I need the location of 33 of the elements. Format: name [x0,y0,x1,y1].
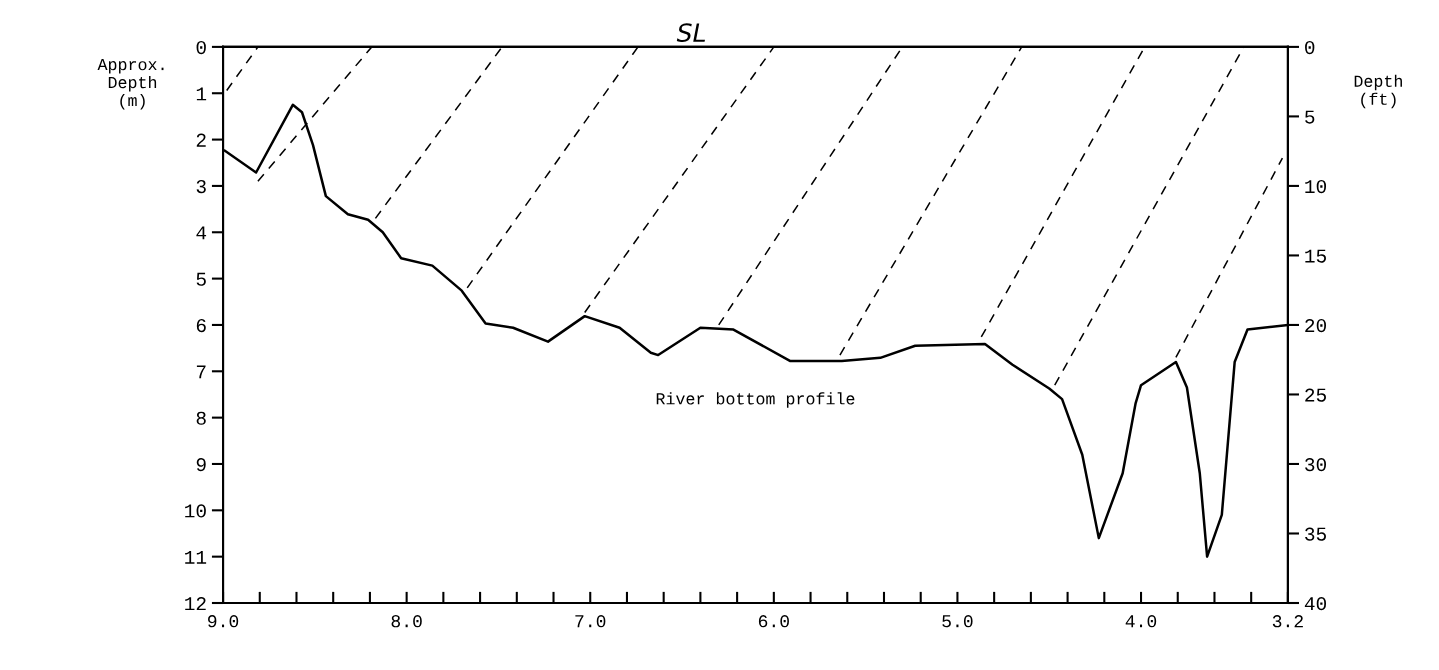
y2-tick-label: 25 [1305,388,1326,402]
x-tick-label: 4.0 [1125,615,1157,628]
series-label: River bottom profile [656,392,855,408]
y-tick-label: 9 [196,458,206,472]
y-tick-label: 4 [196,226,207,240]
y-axis-title: Approx. Depth (m) [97,59,164,110]
x-tick-label: 8.0 [391,615,422,628]
x-tick-label: 7.0 [575,615,606,628]
x-tick-label: 5.0 [942,615,973,628]
y2-tick-label: 40 [1304,597,1327,611]
y-tick-label: 11 [185,550,207,564]
x-tick-label: 9.0 [208,615,239,628]
y-tick-label: 12 [185,597,206,611]
y-tick-label: 10 [185,504,206,518]
y2-tick-label: 35 [1305,527,1326,541]
y2-axis-title: Depth (ft) [1354,74,1402,109]
y2-tick-label: 15 [1305,249,1326,263]
y-tick-label: 3 [196,179,206,194]
y2-tick-label: 0 [1305,40,1315,55]
y2-tick-label: 30 [1305,458,1327,472]
y-tick-label: 6 [196,318,206,333]
y-tick-label: 7 [196,365,206,379]
x-tick-label: 3.2 [1272,615,1303,628]
y2-tick-label: 10 [1305,179,1327,194]
x-tick-label: 6.0 [758,615,789,628]
y-tick-label: 2 [196,133,206,147]
y2-tick-label: 5 [1305,110,1315,124]
y-tick-label: 1 [196,87,207,101]
y2-tick-label: 20 [1305,318,1327,333]
text: SL [676,23,705,43]
y-tick-label: 0 [196,40,206,55]
y-tick-label: 8 [196,411,206,425]
y-tick-label: 5 [196,272,206,286]
